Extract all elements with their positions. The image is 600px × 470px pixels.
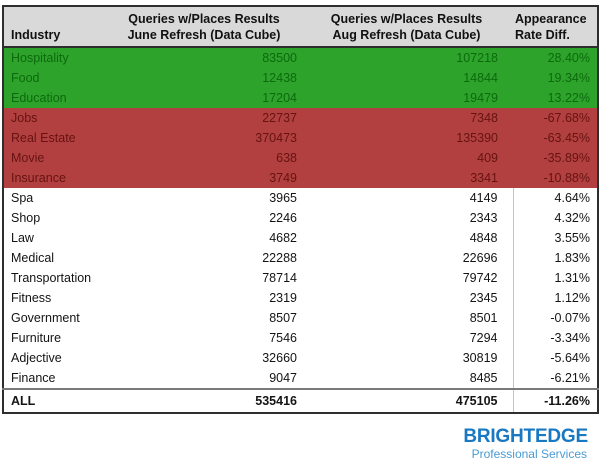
industry-cell: Law [11, 231, 34, 245]
industry-cell: Fitness [11, 291, 52, 305]
aug-queries-cell: 7294 [469, 331, 498, 345]
june-queries-cell: 4682 [269, 231, 297, 245]
aug-queries-cell: 135390 [456, 131, 498, 145]
june-queries-cell: 638 [276, 151, 297, 165]
june-queries-cell: 78714 [262, 271, 297, 285]
rate-diff-cell: 13.22% [547, 91, 590, 105]
aug-queries-cell: 8485 [469, 371, 498, 385]
june-queries-cell: 370473 [255, 131, 297, 145]
aug-queries-cell: 409 [477, 151, 498, 165]
industry-cell: Jobs [11, 111, 38, 125]
table-row-jobs: Jobs 22737 7348 -67.68% [3, 108, 598, 128]
column-header-aug-refresh: Queries w/Places Results Aug Refresh (Da… [300, 6, 513, 48]
aug-queries-cell: 7348 [470, 111, 498, 125]
table-row-fitness: Fitness 2319 2345 1.12% [3, 288, 598, 308]
rate-diff-cell: -35.89% [543, 151, 590, 165]
total-row: ALL 535416 475105 -11.26% [3, 389, 598, 413]
aug-queries-cell: 19479 [463, 91, 498, 105]
aug-queries-cell: 107218 [456, 51, 498, 65]
column-header-june-refresh: Queries w/Places Results June Refresh (D… [108, 6, 300, 48]
rate-diff-cell: -10.88% [543, 171, 590, 185]
header-row: Industry Queries w/Places Results June R… [3, 6, 598, 48]
june-queries-cell: 3749 [269, 171, 297, 185]
june-queries-cell: 12438 [262, 71, 297, 85]
table-row-spa: Spa 3965 4149 4.64% [3, 188, 598, 208]
aug-queries-cell: 79742 [462, 271, 498, 285]
aug-queries-cell: 2343 [469, 211, 498, 225]
aug-queries-cell: 22696 [462, 251, 498, 265]
industry-cell: Furniture [11, 331, 62, 345]
aug-queries-cell: 4149 [469, 191, 498, 205]
industry-cell: Insurance [11, 171, 66, 185]
rate-diff-cell: 1.83% [512, 248, 598, 268]
brightedge-wordmark: BRIGHTEDGE [463, 426, 588, 447]
june-queries-cell: 2319 [269, 291, 297, 305]
table-row-finance: Finance 9047 8485 -6.21% [3, 368, 598, 389]
industry-cell: Spa [11, 191, 34, 205]
table-row-government: Government 8507 8501 -0.07% [3, 308, 598, 328]
june-queries-cell: 8507 [269, 311, 297, 325]
table-row-movie: Movie 638 409 -35.89% [3, 148, 598, 168]
industry-cell: Transportation [11, 271, 92, 285]
industry-queries-table: Industry Queries w/Places Results June R… [2, 5, 599, 414]
june-queries-cell: 22288 [262, 251, 297, 265]
june-queries-cell: 32660 [262, 351, 297, 365]
rate-diff-cell: -5.64% [512, 348, 598, 368]
rate-diff-cell: 1.31% [512, 268, 598, 288]
june-queries-cell: 22737 [262, 111, 297, 125]
industry-cell: Movie [11, 151, 45, 165]
table-row-hospitality: Hospitality 83500 107218 28.40% [3, 47, 598, 68]
june-queries-cell: 17204 [262, 91, 297, 105]
june-queries-cell: 535416 [255, 394, 297, 408]
table-row-adjective: Adjective 32660 30819 -5.64% [3, 348, 598, 368]
june-queries-cell: 7546 [269, 331, 297, 345]
industry-cell: Shop [11, 211, 41, 225]
rate-diff-cell: 4.64% [512, 188, 598, 208]
rate-diff-cell: -3.34% [512, 328, 598, 348]
aug-queries-cell: 8501 [469, 311, 498, 325]
industry-cell: ALL [11, 394, 36, 408]
rate-diff-cell: -63.45% [543, 131, 590, 145]
june-queries-cell: 3965 [269, 191, 297, 205]
industry-cell: Education [11, 91, 67, 105]
aug-queries-cell: 4848 [469, 231, 498, 245]
table-row-real-estate: Real Estate 370473 135390 -63.45% [3, 128, 598, 148]
rate-diff-cell: 19.34% [547, 71, 590, 85]
industry-cell: Finance [11, 371, 56, 385]
table-row-insurance: Insurance 3749 3341 -10.88% [3, 168, 598, 188]
table-row-food: Food 12438 14844 19.34% [3, 68, 598, 88]
table-row-medical: Medical 22288 22696 1.83% [3, 248, 598, 268]
brightedge-logo: BRIGHTEDGE Professional Services [463, 427, 588, 461]
rate-diff-cell: 28.40% [547, 51, 590, 65]
june-queries-cell: 2246 [269, 211, 297, 225]
industry-cell: Medical [11, 251, 55, 265]
industry-cell: Real Estate [11, 131, 76, 145]
table-row-furniture: Furniture 7546 7294 -3.34% [3, 328, 598, 348]
logo-tagline: Professional Services [471, 447, 587, 461]
column-header-rate-diff: Appearance Rate Diff. [513, 6, 598, 48]
aug-queries-cell: 2345 [469, 291, 498, 305]
industry-cell: Food [11, 71, 40, 85]
rate-diff-cell: -6.21% [512, 368, 598, 389]
rate-diff-cell: -11.26% [512, 389, 598, 413]
aug-queries-cell: 30819 [462, 351, 498, 365]
industry-cell: Government [11, 311, 80, 325]
rate-diff-cell: 1.12% [512, 288, 598, 308]
column-header-industry: Industry [3, 6, 108, 48]
table-row-shop: Shop 2246 2343 4.32% [3, 208, 598, 228]
industry-cell: Hospitality [11, 51, 69, 65]
industry-cell: Adjective [11, 351, 62, 365]
table-row-law: Law 4682 4848 3.55% [3, 228, 598, 248]
rate-diff-cell: 3.55% [512, 228, 598, 248]
table-row-education: Education 17204 19479 13.22% [3, 88, 598, 108]
aug-queries-cell: 3341 [470, 171, 498, 185]
june-queries-cell: 83500 [262, 51, 297, 65]
rate-diff-cell: -0.07% [512, 308, 598, 328]
table-row-transportation: Transportation 78714 79742 1.31% [3, 268, 598, 288]
rate-diff-cell: 4.32% [512, 208, 598, 228]
aug-queries-cell: 14844 [463, 71, 498, 85]
aug-queries-cell: 475105 [455, 394, 498, 408]
june-queries-cell: 9047 [269, 371, 297, 385]
rate-diff-cell: -67.68% [543, 111, 590, 125]
